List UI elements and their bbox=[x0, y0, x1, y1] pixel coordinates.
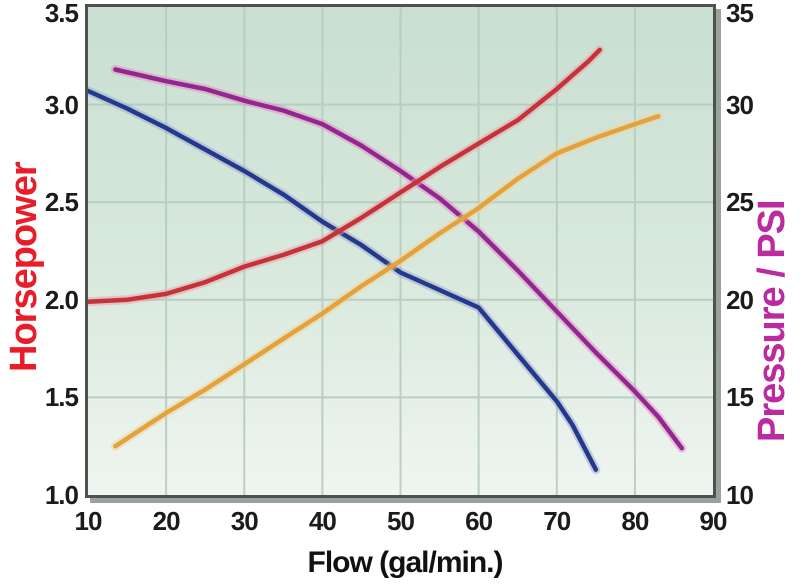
x-tick-label: 70 bbox=[543, 506, 571, 536]
y-right-tick-label: 15 bbox=[726, 382, 754, 413]
x-tick-label: 90 bbox=[699, 506, 728, 536]
y-left-tick-label: 2.0 bbox=[44, 284, 79, 315]
plot-area bbox=[85, 4, 716, 498]
x-tick-label: 20 bbox=[152, 506, 181, 536]
y-right-tick-label: 25 bbox=[726, 187, 754, 218]
y-left-tick-label: 1.0 bbox=[44, 480, 79, 510]
x-tick-label: 30 bbox=[230, 506, 259, 536]
x-tick-label: 10 bbox=[74, 506, 103, 536]
x-tick-label: 50 bbox=[387, 506, 415, 536]
y-left-tick-label: 2.5 bbox=[44, 187, 79, 218]
y-right-tick-label: 20 bbox=[726, 284, 754, 315]
x-tick-label: 80 bbox=[621, 506, 649, 536]
y-right-tick-label: 10 bbox=[726, 480, 754, 510]
x-tick-label: 40 bbox=[308, 506, 337, 536]
y-left-tick-label: 1.5 bbox=[44, 382, 79, 413]
y-left-tick-label: 3.0 bbox=[44, 89, 79, 120]
y-right-tick-label: 30 bbox=[726, 89, 754, 120]
y-left-tick-label: 3.5 bbox=[44, 0, 79, 28]
y-right-tick-label: 35 bbox=[726, 0, 754, 28]
chart-svg bbox=[88, 7, 713, 495]
x-tick-label: 60 bbox=[465, 506, 493, 536]
x-axis-title: Flow (gal/min.) bbox=[307, 546, 504, 579]
